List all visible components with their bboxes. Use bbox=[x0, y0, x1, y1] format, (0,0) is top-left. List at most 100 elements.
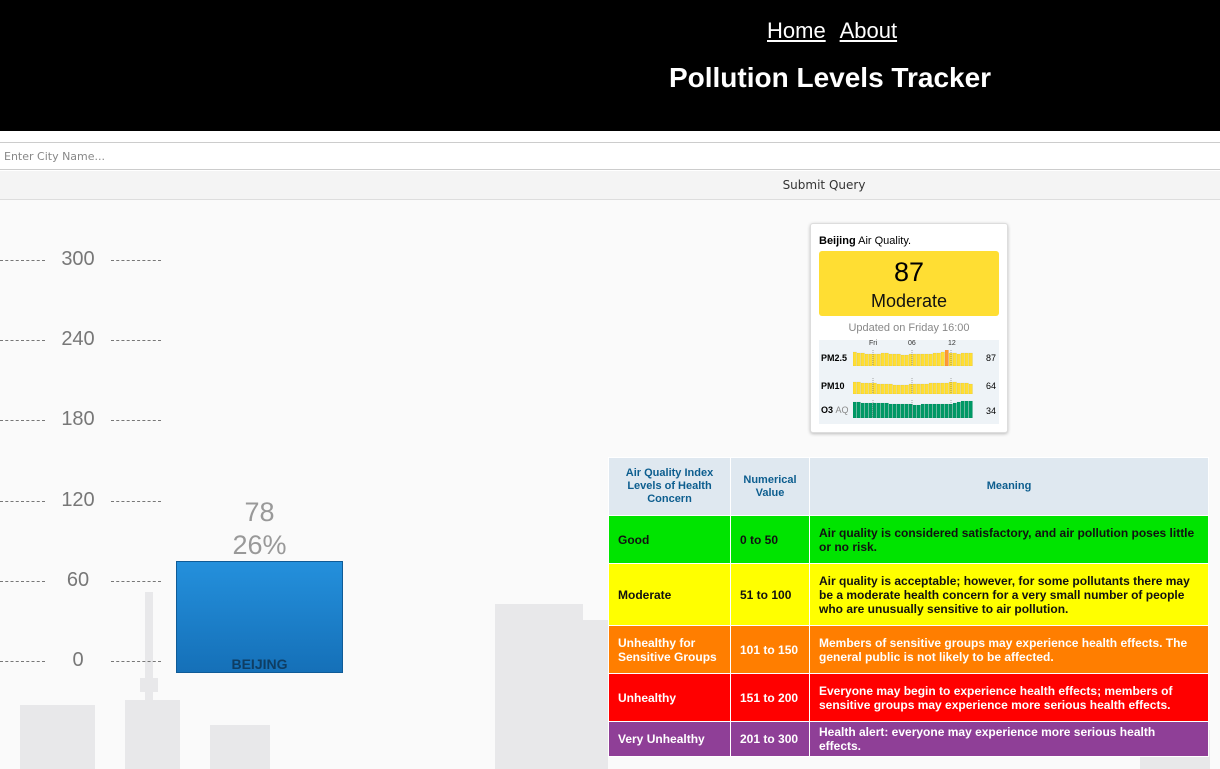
sparkline-bar bbox=[968, 352, 973, 366]
submit-query-button[interactable]: Submit Query bbox=[0, 171, 1220, 200]
aqi-levels-table: Air Quality Index Levels of Health Conce… bbox=[608, 457, 1209, 757]
sparkline-bar bbox=[908, 353, 913, 366]
sparkline-bar bbox=[892, 353, 897, 366]
sparkline-bar bbox=[924, 403, 929, 418]
sparkline-bar bbox=[876, 402, 881, 418]
gridline bbox=[111, 340, 161, 342]
pollutant-value-pm10: 64 bbox=[986, 381, 997, 391]
header-level: Air Quality Index Levels of Health Conce… bbox=[608, 457, 731, 516]
about-link[interactable]: About bbox=[839, 18, 898, 43]
sparkline-bar bbox=[900, 403, 905, 418]
sparkline-bar bbox=[916, 353, 921, 366]
home-link[interactable]: Home bbox=[767, 18, 826, 43]
pm25-sparkline bbox=[853, 350, 973, 366]
y-tick-label: 0 bbox=[72, 649, 84, 671]
sparkline-bar bbox=[964, 400, 969, 418]
sparkline-bar bbox=[888, 403, 893, 418]
sparkline-bar bbox=[968, 400, 973, 418]
sparkline-bar bbox=[952, 352, 957, 366]
aqi-status: Moderate bbox=[870, 291, 948, 311]
sparkline-bar bbox=[956, 382, 961, 394]
city-search-input[interactable] bbox=[0, 143, 1220, 169]
header-meaning: Meaning bbox=[809, 457, 1209, 516]
row-range: 101 to 150 bbox=[730, 625, 810, 674]
aqi-value-box: 87 Moderate bbox=[819, 251, 999, 316]
y-tick-label: 180 bbox=[61, 408, 95, 431]
pollutant-value-pm25: 87 bbox=[986, 353, 997, 363]
o3-sparkline bbox=[853, 400, 973, 418]
gridline bbox=[0, 420, 45, 422]
sparkline-bar bbox=[880, 383, 885, 394]
sparkline-bar bbox=[853, 381, 857, 394]
sparkline-bar bbox=[884, 383, 889, 394]
nav: Home About bbox=[767, 18, 906, 44]
row-level: Moderate bbox=[608, 563, 731, 626]
sparkline-bar bbox=[908, 383, 913, 394]
main-content: 300 240 180 120 60 0 78 26% BEIJING Beijing A… bbox=[0, 200, 1220, 769]
pollutant-name-pm25: PM2.5 bbox=[821, 353, 848, 363]
y-tick-label: 120 bbox=[61, 488, 95, 511]
sparkline-bar bbox=[932, 352, 937, 366]
sparkline-bar bbox=[856, 352, 861, 366]
sparkline-bar bbox=[924, 383, 929, 394]
sparkline-bar bbox=[920, 353, 925, 366]
row-range: 51 to 100 bbox=[730, 563, 810, 626]
bar-percent-label: 26% bbox=[232, 530, 287, 560]
sparkline-bar bbox=[900, 354, 905, 366]
widget-city: Beijing bbox=[819, 235, 856, 247]
sparkline-bar bbox=[968, 383, 973, 394]
row-level: Unhealthy for Sensitive Groups bbox=[608, 625, 731, 674]
sparkline-bar bbox=[936, 382, 941, 394]
sparkline-bar bbox=[884, 352, 889, 366]
sparkline-bar bbox=[896, 403, 901, 418]
sparkline-bar bbox=[860, 352, 865, 366]
table-row: Good 0 to 50 Air quality is considered s… bbox=[608, 515, 1209, 564]
table-row: Unhealthy 151 to 200 Everyone may begin … bbox=[608, 673, 1209, 722]
sparkline-bar bbox=[892, 384, 897, 394]
page-title: Pollution Levels Tracker bbox=[668, 62, 992, 93]
sparkline-bar bbox=[892, 403, 897, 418]
sparkline-bar bbox=[872, 402, 877, 418]
axis-label-fri: Fri bbox=[869, 340, 878, 347]
sparkline-bar bbox=[928, 403, 933, 418]
gridline bbox=[111, 420, 161, 422]
sparkline-bar bbox=[853, 351, 857, 366]
sparkline-bar bbox=[888, 353, 893, 366]
gridline bbox=[111, 661, 161, 662]
search-row bbox=[0, 142, 1220, 170]
row-meaning: Air quality is acceptable; however, for … bbox=[809, 563, 1209, 626]
sparkline-bar bbox=[944, 350, 949, 366]
y-tick-label: 60 bbox=[66, 568, 90, 591]
sparkline-bar bbox=[856, 381, 861, 394]
sparkline-bar bbox=[960, 382, 965, 394]
header: Home About Pollution Levels Tracker bbox=[0, 0, 1220, 131]
pollutant-name-pm10: PM10 bbox=[821, 381, 845, 391]
sparkline-bar bbox=[960, 400, 965, 418]
sparkline-bar bbox=[872, 382, 877, 394]
sparkline-bar bbox=[964, 382, 969, 394]
sparkline-bar bbox=[860, 382, 865, 394]
axis-label-12: 12 bbox=[948, 340, 956, 347]
table-row: Moderate 51 to 100 Air quality is accept… bbox=[608, 563, 1209, 626]
row-meaning: Health alert: everyone may experience mo… bbox=[809, 721, 1209, 757]
sparkline-bar bbox=[853, 401, 857, 418]
sparkline-bar bbox=[940, 351, 945, 366]
sparkline-bar bbox=[868, 353, 873, 366]
bar-category-label: BEIJING bbox=[231, 656, 288, 672]
sparkline-bar bbox=[864, 382, 869, 394]
pm10-sparkline bbox=[853, 378, 973, 394]
table-row: Unhealthy for Sensitive Groups 101 to 15… bbox=[608, 625, 1209, 674]
sparkline-bar bbox=[904, 403, 909, 418]
sparkline-bar bbox=[880, 352, 885, 366]
sparkline-bar bbox=[940, 382, 945, 394]
gridline bbox=[0, 260, 45, 261]
gridline bbox=[111, 580, 161, 582]
sparkline-bar bbox=[916, 404, 921, 418]
sparkline-bar bbox=[856, 401, 861, 418]
sparkline-bar bbox=[940, 403, 945, 418]
bar-beijing: BEIJING bbox=[176, 561, 343, 673]
table-header-row: Air Quality Index Levels of Health Conce… bbox=[608, 457, 1209, 516]
axis-label-06: 06 bbox=[908, 340, 916, 347]
gridline bbox=[0, 500, 45, 502]
row-meaning: Everyone may begin to experience health … bbox=[809, 673, 1209, 722]
